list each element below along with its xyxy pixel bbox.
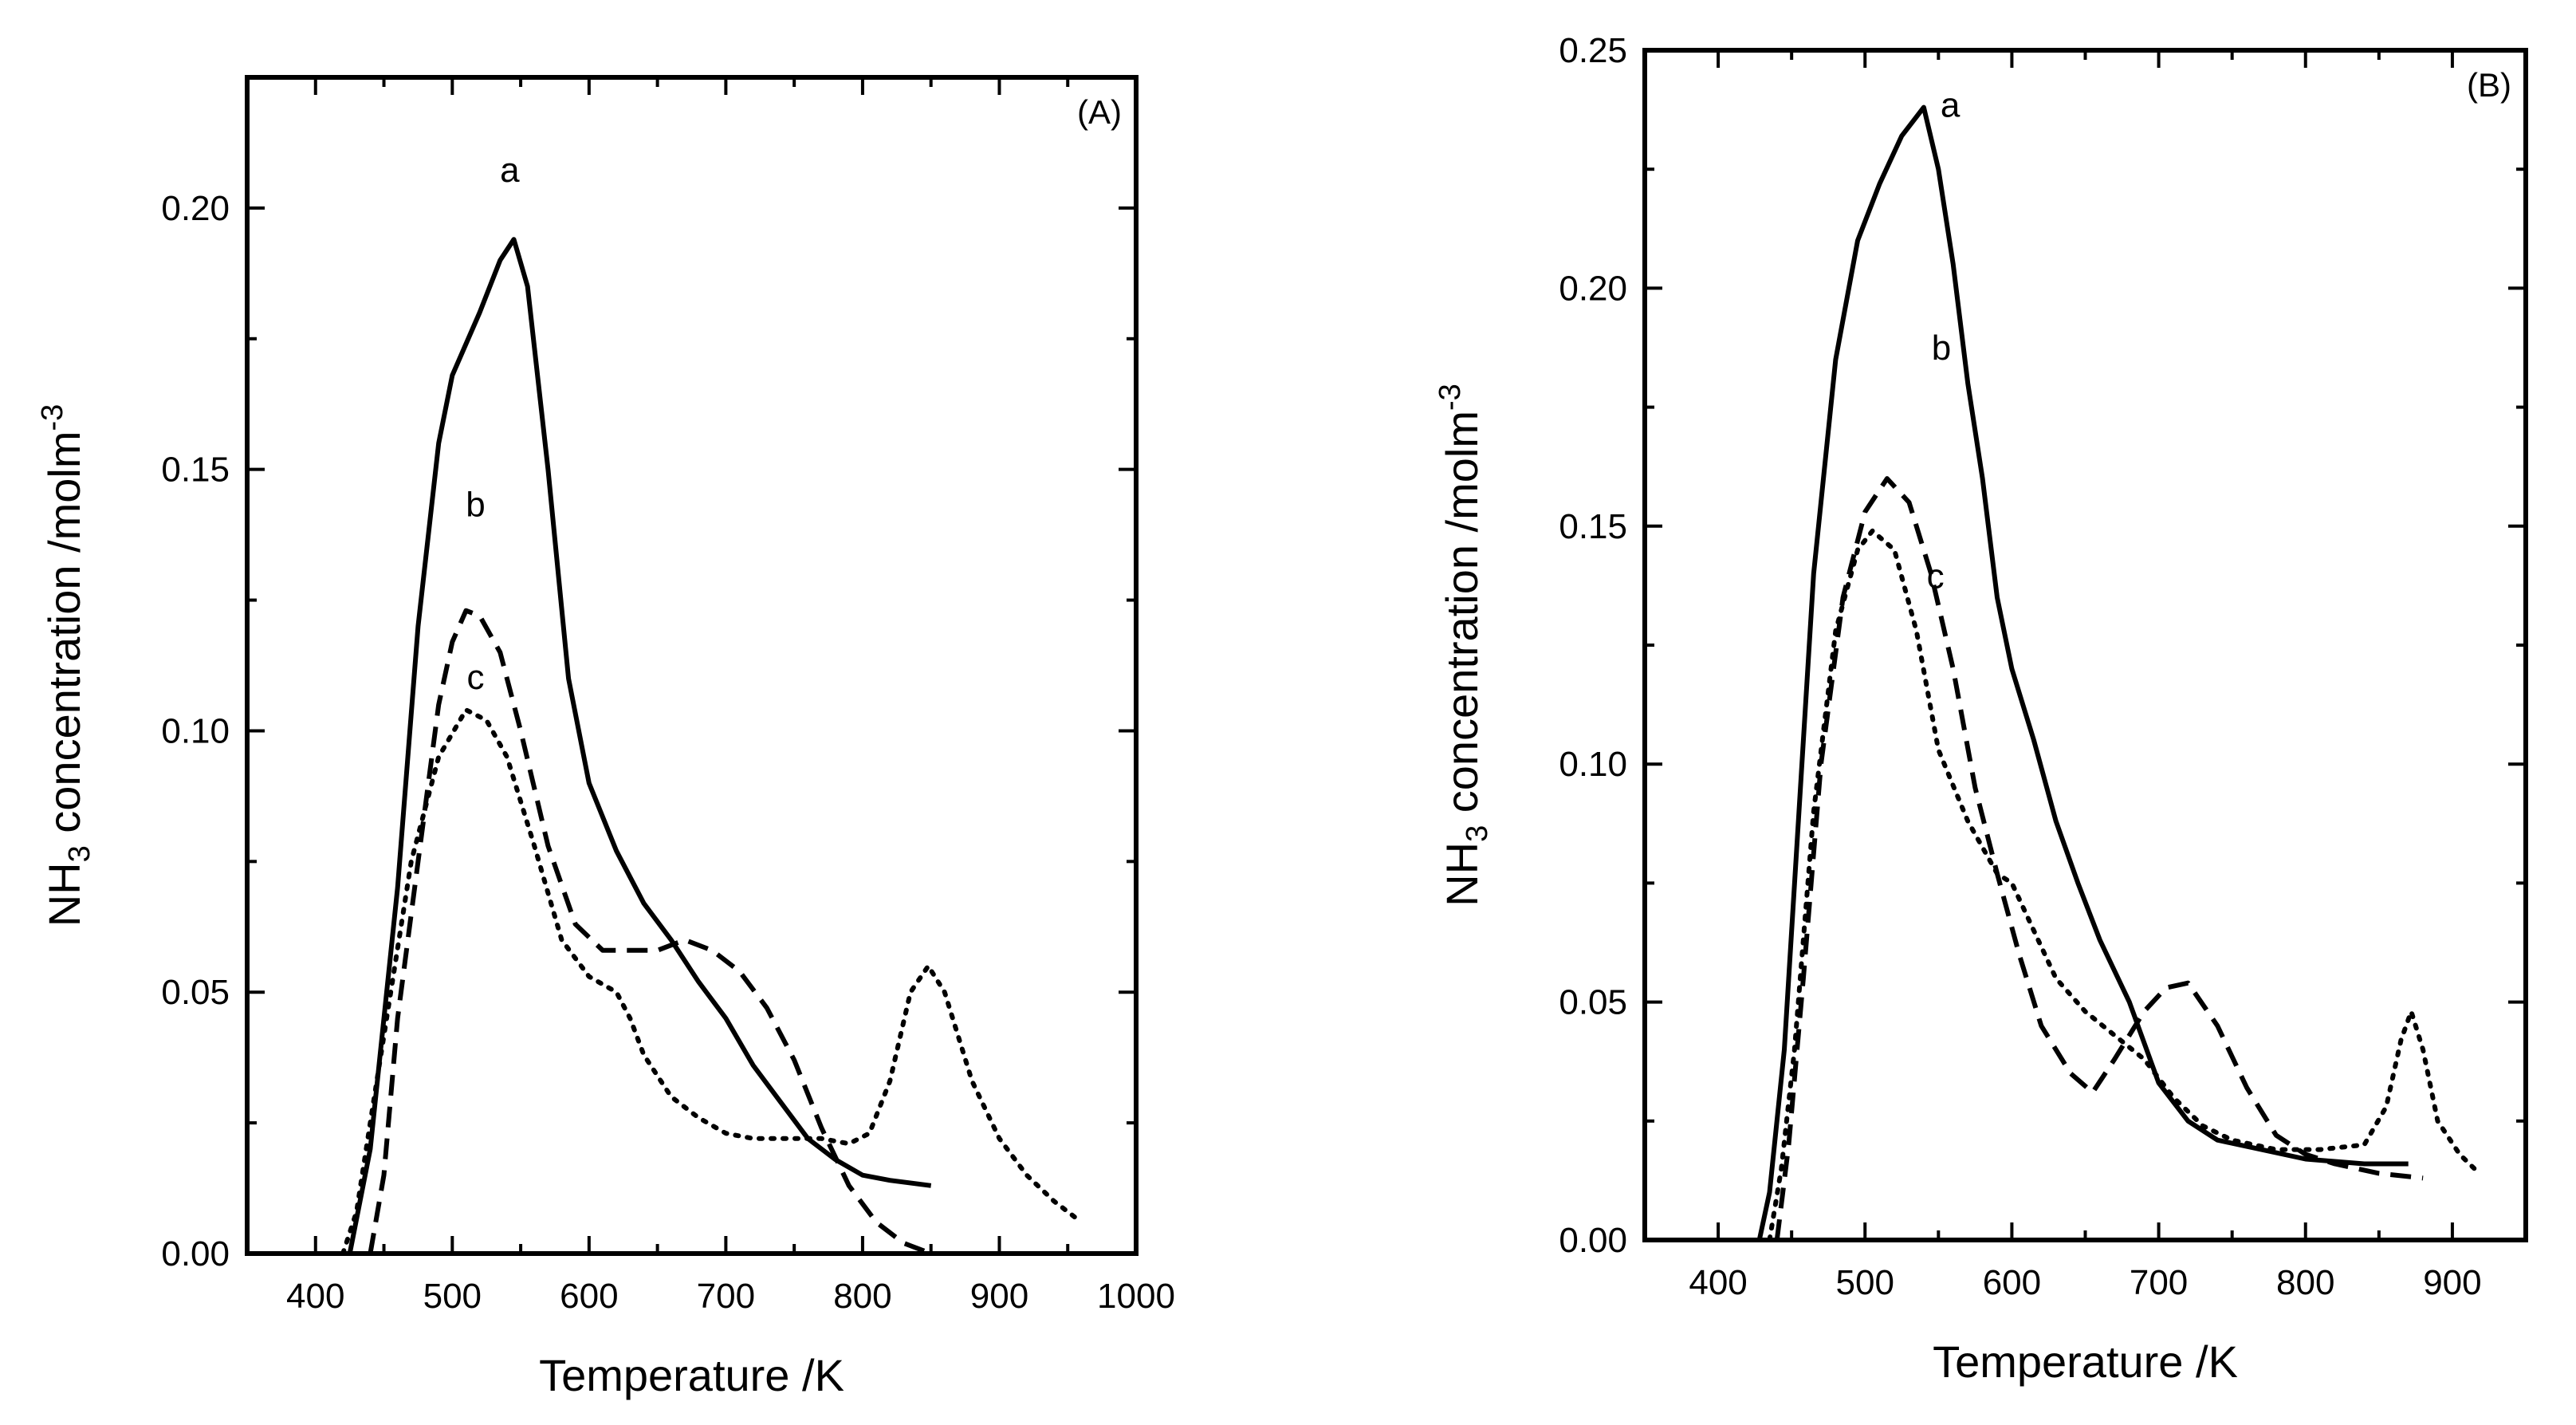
a-y-tick-label: 0.05 bbox=[161, 973, 230, 1012]
panel-b-series-layer bbox=[1756, 104, 2477, 1242]
panel-b-curve-labels: a b c bbox=[1927, 86, 1961, 596]
panel-a-label: (A) bbox=[1077, 93, 1122, 131]
a-x-tick-label: 800 bbox=[833, 1277, 891, 1316]
b-x-tick-label: 600 bbox=[1983, 1263, 2041, 1302]
a-y-tick-label: 0.00 bbox=[161, 1234, 230, 1273]
panel-b-ticks: 400 500 600 700 800 900 0.00 0.05 0.10 0.15 0.20 0.… bbox=[1559, 31, 2527, 1302]
b-y-tick-label: 0.10 bbox=[1559, 745, 1627, 784]
b-x-tick-label: 900 bbox=[2423, 1263, 2481, 1302]
b-curve-label-a: a bbox=[1941, 86, 1961, 125]
panel-a-x-axis-title: Temperature /K bbox=[539, 1350, 844, 1400]
panel-b-label: (B) bbox=[2467, 66, 2511, 104]
a-curve-label-a: a bbox=[500, 151, 520, 190]
panel-b-y-axis-title: NH3 concentration /molm-3 bbox=[1434, 384, 1494, 907]
a-x-tick-label: 500 bbox=[423, 1277, 482, 1316]
panel-a-series-layer bbox=[340, 237, 1077, 1256]
panel-a-plot-frame bbox=[245, 75, 1139, 1256]
b-series-a-solid-line bbox=[1756, 104, 2409, 1241]
panel-a-y-axis-title: NH3 concentration /molm-3 bbox=[36, 404, 96, 927]
b-series-b-dashed-line bbox=[1774, 476, 2424, 1241]
panel-a-y-title-sub: 3 bbox=[63, 845, 96, 862]
a-curve-label-b: b bbox=[466, 486, 485, 525]
panel-b: 400 500 600 700 800 900 0.00 0.05 0.10 0.15 0.20 0.… bbox=[1434, 31, 2528, 1387]
panel-b-plot-frame bbox=[1642, 48, 2528, 1242]
a-series-c-dotted-line bbox=[340, 707, 1077, 1256]
a-series-b-dashed-line bbox=[368, 608, 932, 1256]
panel-a-y-title-nh: NH bbox=[39, 862, 89, 927]
a-curve-label-c: c bbox=[466, 658, 484, 697]
panel-b-y-title-rest: concentration /molm bbox=[1437, 411, 1487, 825]
b-y-tick-label: 0.25 bbox=[1559, 31, 1627, 70]
a-y-tick-label: 0.20 bbox=[161, 189, 230, 228]
b-curve-label-c: c bbox=[1927, 557, 1945, 596]
b-y-tick-label: 0.20 bbox=[1559, 269, 1627, 308]
b-x-tick-label: 500 bbox=[1836, 1263, 1894, 1302]
a-x-tick-label: 900 bbox=[970, 1277, 1028, 1316]
panel-a-y-title-rest: concentration /molm bbox=[39, 431, 89, 845]
panel-b-x-axis-title: Temperature /K bbox=[1933, 1336, 2238, 1387]
a-y-tick-label: 0.10 bbox=[161, 711, 230, 750]
panel-a-y-title-sup: -3 bbox=[36, 404, 69, 431]
a-y-tick-label: 0.15 bbox=[161, 451, 230, 490]
a-x-tick-label: 400 bbox=[286, 1277, 344, 1316]
panel-b-y-title-sup: -3 bbox=[1434, 384, 1467, 411]
panel-b-y-title-nh: NH bbox=[1437, 842, 1487, 907]
panel-b-y-title-sub: 3 bbox=[1461, 825, 1494, 842]
b-x-tick-label: 700 bbox=[2130, 1263, 2188, 1302]
panel-a: 400 500 600 700 800 900 1000 0.00 0.05 0.10 0.15 0.… bbox=[36, 75, 1175, 1400]
a-x-tick-label: 600 bbox=[560, 1277, 618, 1316]
a-x-tick-label: 700 bbox=[697, 1277, 755, 1316]
b-x-tick-label: 400 bbox=[1689, 1263, 1747, 1302]
panel-a-curve-labels: a b c bbox=[466, 151, 520, 697]
b-y-tick-label: 0.05 bbox=[1559, 983, 1627, 1022]
b-y-tick-label: 0.15 bbox=[1559, 507, 1627, 546]
a-x-tick-label: 1000 bbox=[1097, 1277, 1175, 1316]
b-series-c-dotted-line bbox=[1767, 528, 2477, 1242]
b-x-tick-label: 800 bbox=[2276, 1263, 2334, 1302]
b-y-tick-label: 0.00 bbox=[1559, 1221, 1627, 1260]
b-curve-label-b: b bbox=[1932, 329, 1951, 368]
